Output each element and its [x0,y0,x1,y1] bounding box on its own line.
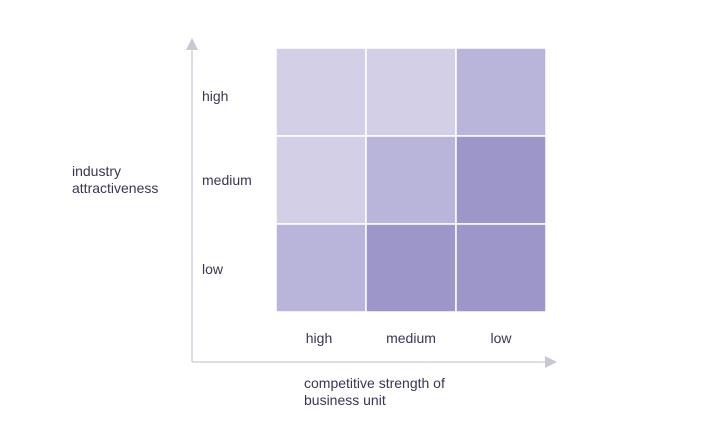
column-label-high: high [305,330,333,346]
matrix-cell-medium-low [455,135,547,225]
matrix-cell-high-high [275,47,367,137]
matrix-cell-high-low [455,47,547,137]
matrix-cell-low-high [275,223,367,313]
matrix-grid [275,47,547,313]
matrix-cell-high-medium [365,47,457,137]
y-axis-title: industry attractiveness [72,163,182,197]
column-label-medium: medium [386,330,436,346]
y-axis-title-line2: attractiveness [72,180,159,196]
column-label-low: low [490,330,512,346]
matrix-cell-medium-high [275,135,367,225]
x-axis-title-line1: competitive strength of [304,375,445,391]
row-label-low: low [202,261,224,277]
matrix-cell-low-medium [365,223,457,313]
row-label-high: high [202,88,229,104]
x-axis-title-line2: business unit [304,392,386,408]
row-label-medium: medium [202,172,252,188]
x-axis-arrow-icon [545,356,557,368]
x-axis-title: competitive strength of business unit [304,375,504,409]
y-axis-title-line1: industry [72,163,122,179]
y-axis-arrow-icon [186,38,198,50]
matrix-cell-low-low [455,223,547,313]
matrix-cell-medium-medium [365,135,457,225]
